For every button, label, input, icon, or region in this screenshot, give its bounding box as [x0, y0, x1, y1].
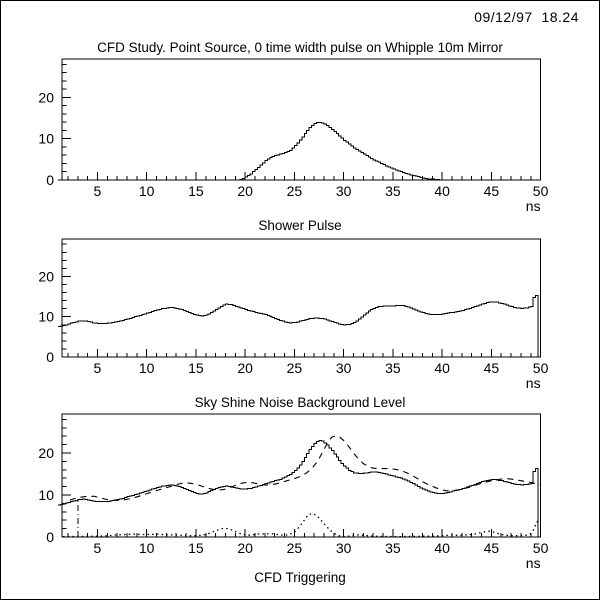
series-delayed-signal [69, 435, 541, 502]
series-shower-pulse [58, 121, 541, 181]
x-tick-label: 30 [336, 360, 352, 376]
x-tick-label: 50 [533, 183, 549, 199]
y-tick-label: 10 [38, 487, 54, 503]
x-axis-unit-label: ns [526, 555, 541, 571]
x-tick-label: 40 [434, 360, 450, 376]
x-tick-label: 50 [533, 360, 549, 376]
timestamp: 09/12/97 18.24 [474, 9, 579, 25]
x-tick-label: 20 [237, 183, 253, 199]
x-tick-label: 20 [237, 360, 253, 376]
x-tick-label: 10 [139, 360, 155, 376]
y-tick-label: 0 [46, 529, 54, 545]
y-tick-label: 0 [46, 172, 54, 188]
x-tick-label: 5 [94, 183, 102, 199]
x-tick-label: 35 [385, 540, 401, 556]
x-tick-label: 20 [237, 540, 253, 556]
y-tick-label: 0 [46, 349, 54, 365]
x-tick-label: 10 [139, 183, 155, 199]
x-tick-label: 40 [434, 540, 450, 556]
plot-frame [61, 58, 542, 181]
x-tick-label: 40 [434, 183, 450, 199]
plot-frame [61, 238, 542, 358]
main-title: CFD Study. Point Source, 0 time width pu… [97, 40, 503, 55]
x-tick-label: 30 [336, 540, 352, 556]
x-tick-label: 15 [188, 183, 204, 199]
plot-frame [61, 413, 542, 538]
panel2-caption: Sky Shine Noise Background Level [194, 395, 406, 410]
x-tick-label: 25 [287, 183, 303, 199]
x-tick-label: 35 [385, 183, 401, 199]
x-tick-label: 45 [484, 540, 500, 556]
series-signal-plus-noise [58, 440, 541, 538]
x-tick-label: 25 [287, 540, 303, 556]
y-tick-label: 20 [38, 268, 54, 284]
x-tick-label: 15 [188, 360, 204, 376]
x-tick-label: 5 [94, 540, 102, 556]
y-tick-label: 20 [38, 89, 54, 105]
y-tick-label: 10 [38, 309, 54, 325]
x-tick-label: 5 [94, 360, 102, 376]
x-tick-label: 10 [139, 540, 155, 556]
x-tick-label: 50 [533, 540, 549, 556]
panel3-caption: CFD Triggering [254, 570, 346, 585]
x-tick-label: 25 [287, 360, 303, 376]
x-tick-label: 15 [188, 540, 204, 556]
x-axis-unit-label: ns [526, 198, 541, 214]
x-tick-label: 45 [484, 360, 500, 376]
x-axis-unit-label: ns [526, 375, 541, 391]
x-tick-label: 35 [385, 360, 401, 376]
series-sky-noise [58, 294, 541, 358]
y-tick-label: 20 [38, 445, 54, 461]
series-cfd-output [62, 512, 541, 538]
y-tick-label: 10 [38, 131, 54, 147]
x-tick-label: 30 [336, 183, 352, 199]
x-tick-label: 45 [484, 183, 500, 199]
panel1-caption: Shower Pulse [258, 218, 342, 233]
